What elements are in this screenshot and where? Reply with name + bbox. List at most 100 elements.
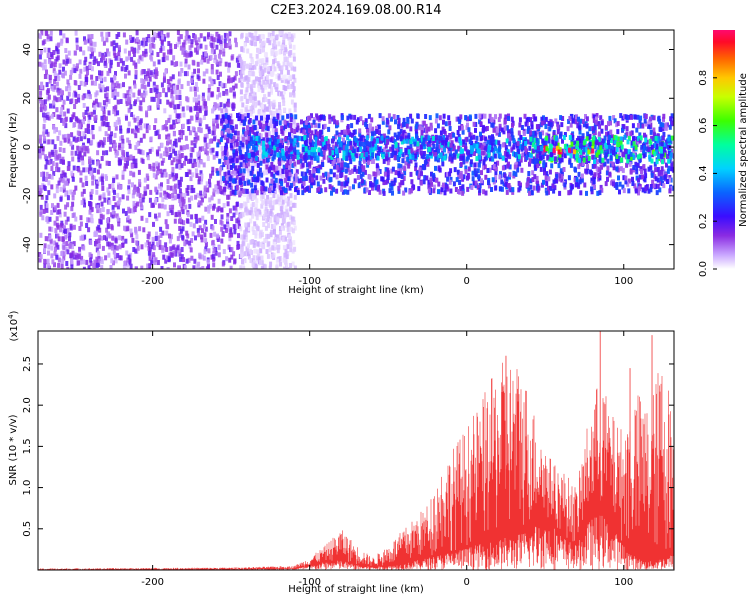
heatmap-cell <box>421 126 425 132</box>
heatmap-cell <box>418 167 422 173</box>
heatmap-cell <box>166 99 170 105</box>
heatmap-cell <box>78 246 82 252</box>
heatmap-cell <box>198 108 202 114</box>
heatmap-cell <box>237 116 241 122</box>
heatmap-cell <box>544 175 548 181</box>
heatmap-cell <box>415 133 418 139</box>
heatmap-cell <box>193 35 197 41</box>
heatmap-cell <box>251 262 255 268</box>
heatmap-cell <box>208 197 212 203</box>
heatmap-cell <box>262 117 266 123</box>
heatmap-cell <box>100 176 104 182</box>
heatmap-cell <box>131 36 135 42</box>
heatmap-cell <box>215 103 219 109</box>
heatmap-cell <box>621 184 625 190</box>
heatmap-cell <box>142 194 146 200</box>
heatmap-cell <box>374 185 378 191</box>
heatmap-cell <box>77 93 81 99</box>
heatmap-cell <box>251 95 255 101</box>
heatmap-cell <box>59 196 63 202</box>
heatmap-cell <box>175 173 179 179</box>
heatmap-cell <box>150 56 154 62</box>
heatmap-cell <box>151 236 155 242</box>
heatmap-cell <box>107 125 111 131</box>
heatmap-cell <box>371 126 375 132</box>
heatmap-cell <box>624 179 628 185</box>
heatmap-cell <box>362 158 366 164</box>
heatmap-cell <box>39 204 43 210</box>
heatmap-cell <box>264 206 268 212</box>
heatmap-cell <box>669 116 673 122</box>
heatmap-cell <box>284 205 288 211</box>
heatmap-cell <box>122 150 126 156</box>
heatmap-cell <box>98 70 101 76</box>
heatmap-cell <box>410 118 414 124</box>
heatmap-cell <box>200 59 204 65</box>
heatmap-cell <box>436 157 440 163</box>
heatmap-cell <box>246 194 250 200</box>
heatmap-cell <box>238 149 242 155</box>
heatmap-cell <box>201 215 205 221</box>
heatmap-cell <box>160 160 164 166</box>
heatmap-cell <box>527 187 531 193</box>
heatmap-cell <box>180 203 184 209</box>
heatmap-cell <box>249 111 253 117</box>
heatmap-cell <box>170 60 174 66</box>
heatmap-cell <box>307 132 310 138</box>
heatmap-cell <box>335 120 339 126</box>
heatmap-cell <box>82 245 86 251</box>
heatmap-cell <box>210 195 214 201</box>
heatmap-cell <box>393 177 397 183</box>
heatmap-cell <box>66 166 70 171</box>
heatmap-cell <box>277 119 281 125</box>
heatmap-cell <box>289 62 293 68</box>
heatmap-cell <box>228 44 232 50</box>
heatmap-cell <box>190 195 194 201</box>
heatmap-cell <box>71 176 75 182</box>
heatmap-cell <box>375 129 379 134</box>
heatmap-cell <box>488 113 492 119</box>
heatmap-cell <box>214 250 218 256</box>
heatmap-cell <box>222 51 226 57</box>
heatmap-cell <box>210 36 214 42</box>
heatmap-cell <box>195 100 198 106</box>
heatmap-cell <box>283 213 287 219</box>
heatmap-cell <box>165 55 169 61</box>
heatmap-cell <box>178 217 182 223</box>
heatmap-cell <box>156 52 160 57</box>
heatmap-cell <box>166 267 170 269</box>
heatmap-cell <box>275 108 279 114</box>
heatmap-cell <box>248 32 252 38</box>
heatmap-cell <box>81 95 85 101</box>
heatmap-cell <box>253 96 257 102</box>
heatmap-cell <box>317 186 321 192</box>
heatmap-cell <box>240 247 244 252</box>
heatmap-cell <box>183 160 186 166</box>
heatmap-cell <box>458 125 461 131</box>
heatmap-cell <box>77 157 81 163</box>
heatmap-cell <box>172 250 176 256</box>
heatmap-cell <box>600 164 603 170</box>
heatmap-cell <box>342 145 346 151</box>
heatmap-cell <box>217 252 221 258</box>
heatmap-cell <box>43 258 47 264</box>
heatmap-cell <box>275 87 279 92</box>
heatmap-cell <box>227 170 231 176</box>
heatmap-cell <box>74 150 78 156</box>
heatmap-cell <box>274 128 278 134</box>
heatmap-cell <box>197 127 201 133</box>
heatmap-cell <box>106 48 109 54</box>
heatmap-cell <box>278 30 282 36</box>
heatmap-cell <box>215 114 219 120</box>
heatmap-cell <box>441 161 445 167</box>
heatmap-cell <box>618 189 621 195</box>
heatmap-cell <box>228 232 232 238</box>
heatmap-cell <box>114 125 118 131</box>
heatmap-cell <box>487 118 491 124</box>
heatmap-cell <box>155 231 158 237</box>
heatmap-cell <box>256 162 260 168</box>
heatmap-cell <box>62 118 66 124</box>
heatmap-cell <box>643 168 647 174</box>
heatmap-cell <box>199 200 203 206</box>
heatmap-cell <box>102 150 105 156</box>
